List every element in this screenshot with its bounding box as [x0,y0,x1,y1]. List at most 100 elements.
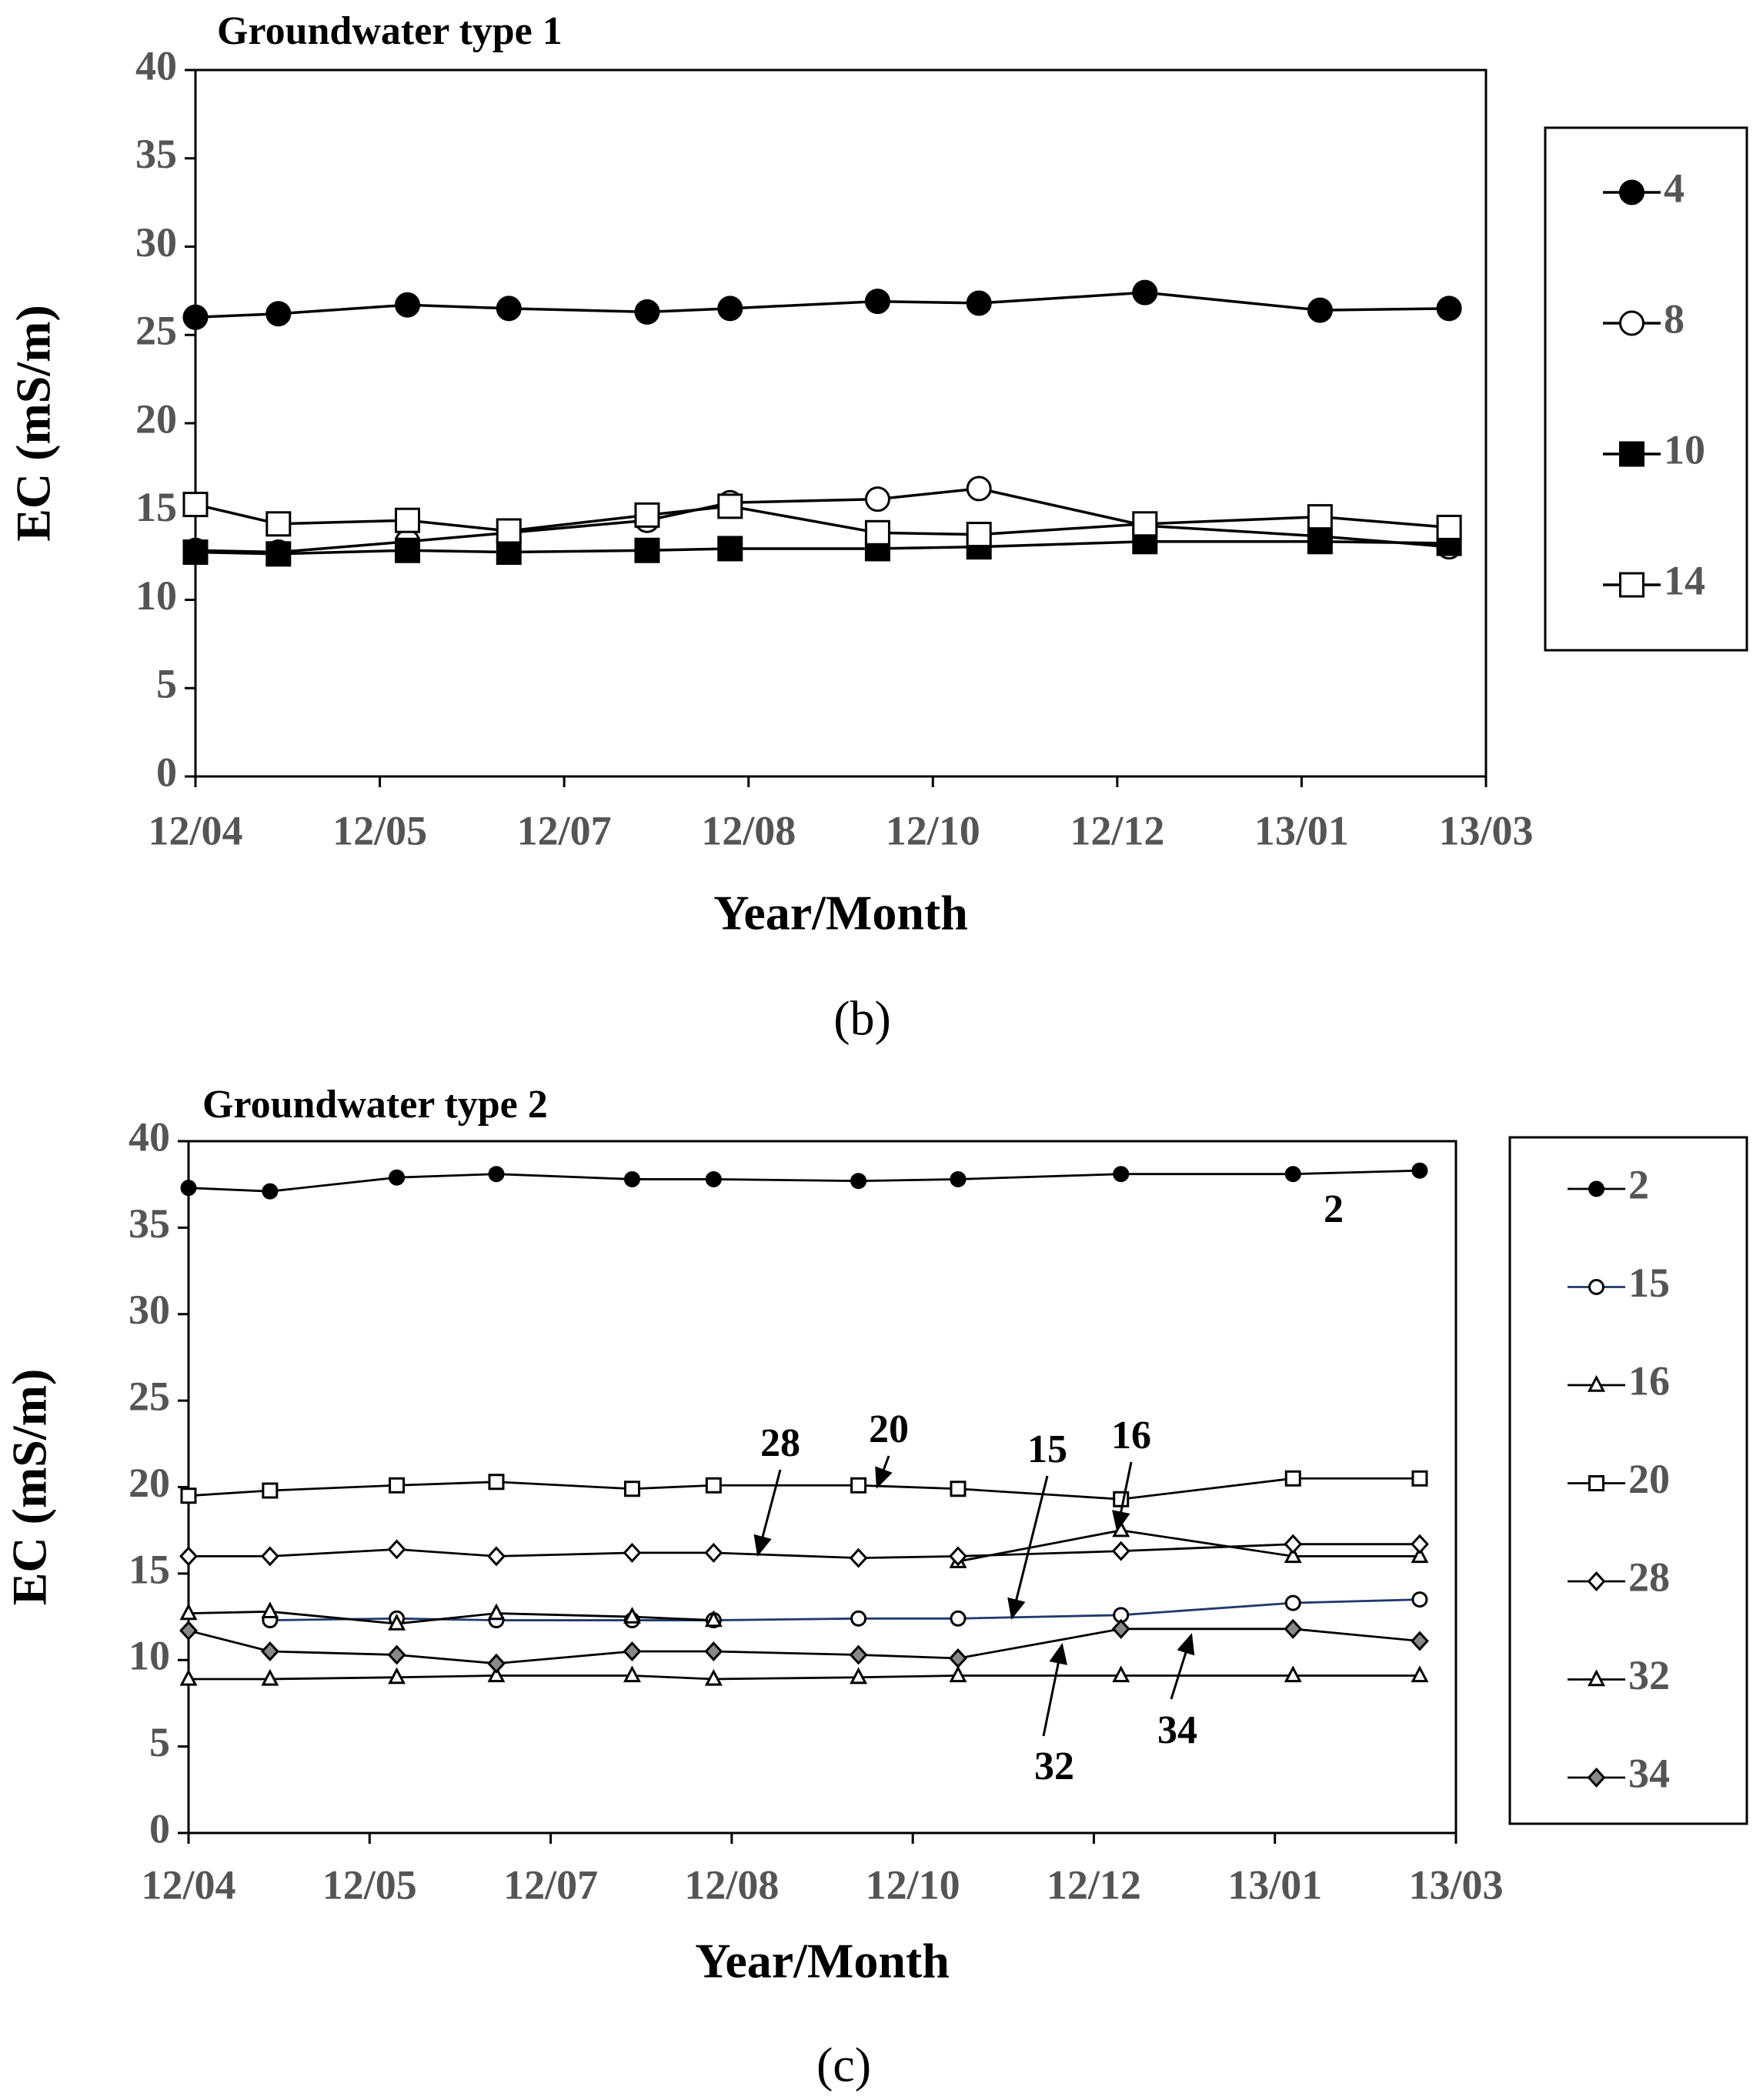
y-tick-label: 20 [135,396,177,442]
series-line [269,1598,1420,1621]
legend-label: 28 [1628,1554,1670,1600]
marker [265,511,292,537]
marker [1307,504,1333,530]
legend-marker [1588,1475,1604,1491]
marker [261,1601,279,1619]
marker [180,1180,197,1197]
y-axis-title: EC (mS/m) [6,305,61,542]
marker [487,1665,506,1683]
marker [966,522,992,548]
annotation: 32 [1034,1744,1074,1788]
panel-label: (c) [816,2038,871,2092]
legend-marker [1619,310,1644,336]
marker [496,518,522,544]
x-tick-label: 12/08 [701,807,796,853]
marker [389,1477,406,1494]
marker [623,1641,642,1662]
marker [850,1610,867,1627]
chart-title: Groundwater type 1 [217,9,563,53]
marker [496,295,522,322]
series-line [195,502,1450,536]
annotation: 34 [1157,1708,1197,1752]
panel-label: (b) [833,991,891,1046]
annotation-arrow [875,1455,893,1489]
legend-label: 15 [1628,1260,1670,1306]
marker [949,1648,967,1669]
marker [864,289,890,315]
x-tick-label: 12/10 [866,1861,960,1908]
marker [850,1667,868,1684]
legend-box [1544,126,1748,652]
marker [1411,1665,1429,1683]
marker [395,537,421,563]
series-line [195,291,1450,319]
marker [1112,1520,1130,1537]
marker [634,299,660,325]
y-tick-label: 35 [135,131,177,177]
marker [179,1668,198,1686]
marker [704,1542,723,1563]
marker [849,1644,868,1665]
legend-marker [1588,1180,1604,1197]
marker [1111,1541,1130,1561]
marker [179,1621,198,1641]
marker [850,1173,867,1190]
y-tick-label: 10 [135,573,177,619]
marker [717,536,743,562]
marker [1284,1534,1303,1554]
y-tick-label: 15 [129,1546,170,1592]
legend-label: 16 [1628,1357,1670,1404]
x-tick-label: 13/01 [1254,807,1349,853]
legend-label: 2 [1628,1161,1649,1207]
legend-label: 34 [1628,1750,1670,1796]
marker [1132,511,1158,537]
marker [864,519,890,546]
marker [488,1166,505,1183]
series-line [189,1674,1420,1681]
marker [182,539,209,566]
marker [850,1477,867,1494]
y-tick-label: 25 [135,308,177,354]
series-line [188,1477,1420,1501]
marker [179,1546,198,1567]
x-axis-title: Year/Month [695,1934,950,1988]
marker [387,1539,406,1560]
y-tick-label: 5 [149,1719,170,1765]
marker [265,541,292,567]
legend-label: 20 [1628,1456,1670,1502]
marker [179,1603,198,1621]
x-tick-label: 12/12 [1047,1861,1141,1908]
marker [849,1547,868,1568]
annotation-arrow [1170,1633,1195,1700]
marker [623,1170,640,1187]
x-tick-label: 12/08 [684,1861,779,1908]
annotation: 2 [1324,1187,1344,1231]
marker [262,1183,279,1200]
marker [949,1546,967,1567]
annotation-arrow [1112,1461,1133,1532]
x-tick-label: 13/03 [1438,807,1533,853]
y-tick-label: 30 [129,1287,170,1333]
y-tick-label: 10 [129,1633,170,1679]
x-tick-label: 12/12 [1070,807,1164,853]
marker [623,1481,640,1497]
x-axis-title: Year/Month [713,886,968,940]
x-tick-label: 12/10 [886,807,980,853]
marker [265,301,292,327]
legend-marker [1619,179,1644,205]
series-line [188,1529,1420,1625]
x-tick-label: 13/03 [1408,1861,1503,1908]
marker [387,1644,406,1665]
y-tick-label: 40 [135,42,177,88]
legend-marker [1619,441,1644,467]
y-tick-label: 0 [149,1805,170,1851]
marker [1284,1594,1301,1611]
marker [704,1641,723,1662]
marker [180,1487,197,1504]
marker [1284,1665,1302,1683]
marker [623,1665,641,1683]
marker [705,1477,722,1494]
y-axis-title: EC (mS/m) [2,1369,57,1606]
marker [182,492,209,518]
